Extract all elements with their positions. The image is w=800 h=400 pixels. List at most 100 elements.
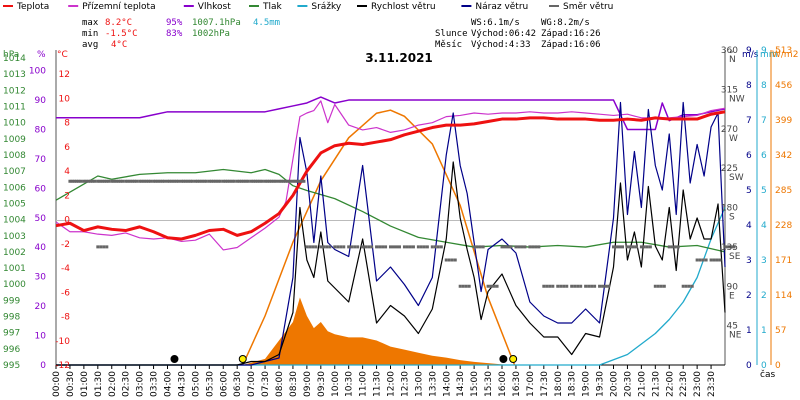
wm-tick-label: 228	[775, 221, 792, 231]
wind-speed-line	[56, 161, 726, 366]
wind-dir-point	[193, 179, 197, 183]
mm-tick-label: 1	[761, 326, 767, 336]
min-press: 1002hPa	[192, 29, 230, 39]
pct-tick-label: 70	[35, 155, 47, 165]
wind-dir-point	[528, 245, 532, 249]
black-dot-marker	[170, 355, 179, 363]
max-temp: 8.2°C	[105, 18, 132, 28]
wind-dir-point	[121, 179, 125, 183]
wind-dir-point	[370, 245, 374, 249]
solar-layer	[242, 109, 516, 366]
legend-label-dew: Přízemní teplota	[82, 2, 155, 12]
pct-tick-label: 60	[35, 184, 47, 194]
wind-dir-point	[450, 258, 454, 262]
wind-dir-point	[126, 179, 130, 183]
wind-dir-point	[196, 179, 200, 183]
ms-axis-label: m/s	[742, 50, 759, 60]
wind-dir-point	[77, 179, 81, 183]
wind-dir-point	[395, 245, 398, 249]
wind-dir-point	[436, 245, 440, 249]
dir-tick-label: 225	[721, 164, 738, 174]
wind-dir-point	[311, 245, 315, 249]
wind-dir-point	[356, 245, 360, 249]
wind-dir-point	[140, 179, 144, 183]
wind-dir-point	[587, 284, 591, 288]
wind-dir-point	[453, 258, 457, 262]
time-label: 02:00	[108, 371, 118, 397]
wind-dir-point	[291, 179, 295, 183]
wind-dir-point	[405, 245, 409, 249]
wind-dir-point	[559, 284, 563, 288]
hpa-tick-label: 1002	[3, 248, 26, 258]
celsius-tick-label: 8	[64, 119, 70, 129]
wind-dir-point	[562, 284, 566, 288]
wind-dir-point	[607, 284, 611, 288]
solar-clear-sky-line	[242, 109, 516, 366]
wind-dir-point	[190, 179, 194, 183]
wind-dir-point	[416, 245, 420, 249]
ms-tick-label: 4	[746, 221, 752, 231]
wind-dir-point	[598, 284, 602, 288]
wind-dir-point	[279, 179, 283, 183]
wind-dir-point	[263, 179, 267, 183]
rain-line	[56, 207, 726, 366]
celsius-tick-label: 6	[64, 143, 70, 153]
wind-dir-point	[79, 179, 83, 183]
wind-dir-point	[228, 179, 232, 183]
wm-tick-label: 342	[775, 151, 792, 161]
pct-tick-label: 100	[29, 67, 46, 77]
pct-tick-label: 50	[35, 214, 47, 224]
wind-dir-point	[212, 179, 216, 183]
humidity-line	[56, 96, 726, 131]
celsius-tick-label: -4	[61, 264, 70, 274]
wind-dir-point	[378, 245, 382, 249]
sun-rise: Východ:06:42	[471, 29, 536, 39]
wind-dir-point	[102, 179, 106, 183]
time-label: 20:00	[610, 371, 620, 397]
time-label: 23:00	[693, 371, 703, 397]
max-press: 1007.1hPa	[192, 18, 241, 28]
wind-dir-point	[210, 179, 214, 183]
wind-dir-point	[520, 245, 524, 249]
wind-dir-point	[158, 179, 162, 183]
time-label: 16:00	[498, 371, 508, 397]
time-label: 06:30	[233, 371, 243, 397]
wind-dir-point	[267, 179, 271, 183]
wind-dir-point	[230, 179, 234, 183]
wind-dir-point	[149, 179, 153, 183]
wind-dir-point	[701, 258, 705, 262]
header-layer: Teplota Přízemní teplota Vlhkost Tlak Srážky…	[3, 2, 613, 50]
wind-dir-point	[618, 245, 621, 249]
pct-axis-label: %	[37, 50, 46, 60]
hpa-tick-label: 996	[3, 345, 20, 355]
wind-dir-point	[590, 284, 594, 288]
pct-tick-label: 90	[35, 96, 47, 106]
time-label: 21:00	[637, 371, 647, 397]
legend-label-rain: Srážky	[311, 2, 342, 12]
wind-dir-point	[172, 179, 176, 183]
wind-dir-point	[612, 245, 615, 249]
wind-dir-point	[422, 245, 426, 249]
mm-tick-label: 0	[761, 361, 767, 371]
time-label: 22:30	[679, 371, 689, 397]
celsius-tick-label: 12	[59, 70, 70, 80]
wind-dir-point	[684, 284, 688, 288]
hpa-tick-label: 1012	[3, 86, 26, 96]
wind-dir-point	[729, 245, 733, 249]
legend-label-gust: Náraz větru	[475, 2, 528, 12]
avg-temp: 4°C	[111, 40, 127, 50]
wind-dir-point	[286, 179, 290, 183]
wind-dir-point	[96, 245, 100, 249]
wind-dir-point	[144, 179, 148, 183]
wind-dir-point	[200, 179, 204, 183]
wind-dir-point	[284, 179, 288, 183]
wind-dir-point	[116, 179, 120, 183]
hpa-tick-label: 1014	[3, 54, 26, 64]
series-layer	[55, 96, 736, 366]
pct-tick-label: 10	[35, 332, 47, 342]
wind-dir-point	[154, 179, 158, 183]
wind-dir-point	[715, 258, 719, 262]
wind-dir-point	[128, 179, 132, 183]
wind-dir-point	[447, 258, 451, 262]
pct-tick-label: 0	[40, 361, 46, 371]
